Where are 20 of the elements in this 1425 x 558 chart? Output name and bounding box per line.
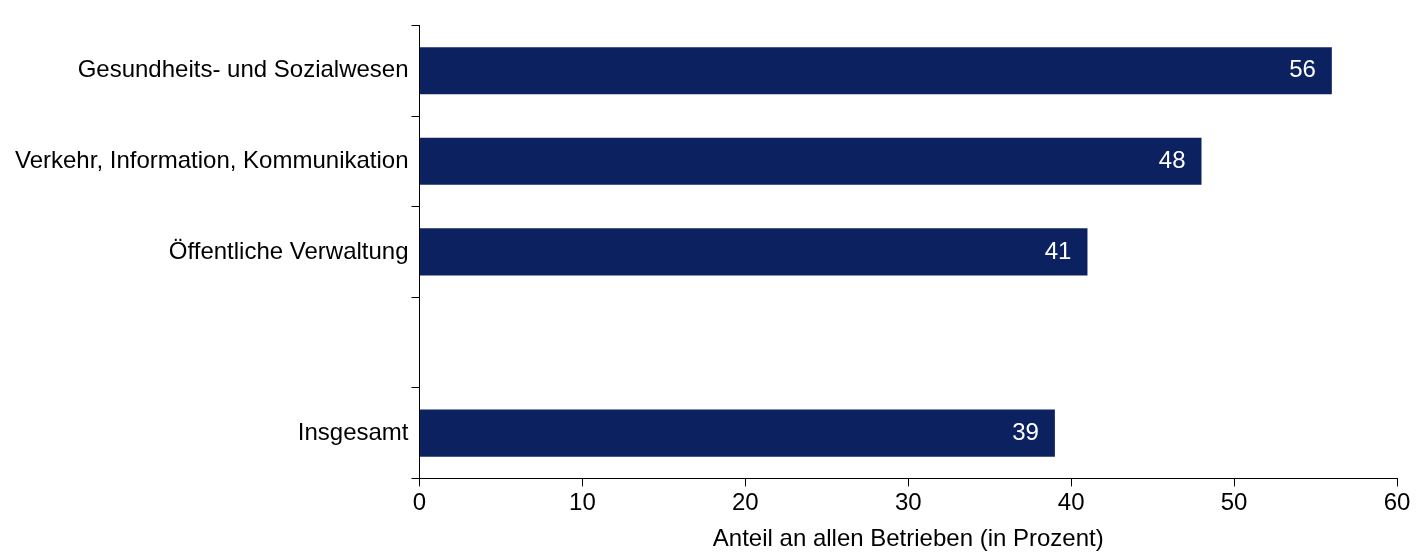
data-label: 39	[1012, 417, 1039, 445]
bar	[420, 47, 1332, 95]
bar	[420, 228, 1088, 276]
x-tick-label: 20	[732, 488, 759, 516]
data-label: 41	[1044, 236, 1072, 264]
x-tick-label: 60	[1383, 488, 1411, 516]
y-tick-label: Verkehr, Information, Kommunikation	[15, 145, 409, 173]
x-tick-label: 10	[569, 488, 596, 516]
x-axis-title: Anteil an allen Betrieben (in Prozent)	[712, 524, 1104, 552]
data-label: 56	[1289, 55, 1316, 83]
y-tick-label: Öffentliche Verwaltung	[168, 236, 409, 264]
y-tick-label: Insgesamt	[297, 417, 409, 445]
x-tick-label: 50	[1220, 488, 1248, 516]
data-label: 48	[1158, 145, 1186, 173]
bar	[420, 409, 1055, 457]
x-tick-label: 30	[894, 488, 922, 516]
y-tick-label: Gesundheits- und Sozialwesen	[77, 55, 409, 83]
bar	[420, 137, 1202, 185]
x-tick-label: 0	[412, 488, 427, 516]
x-tick-label: 40	[1057, 488, 1085, 516]
